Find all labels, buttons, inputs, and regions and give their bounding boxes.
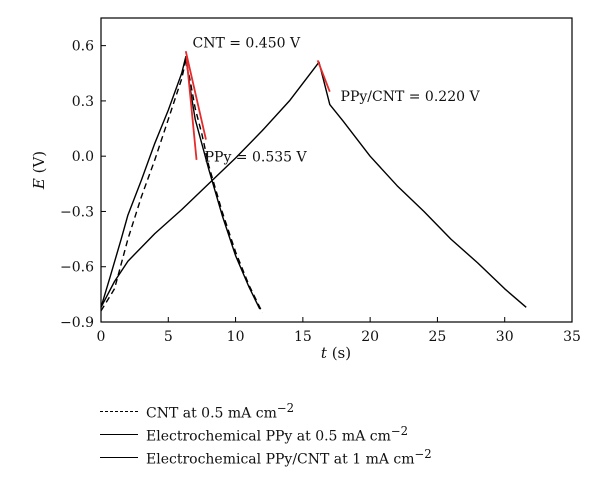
- plot-area: [100, 17, 573, 323]
- legend-swatch-solid: [100, 434, 138, 435]
- x-tick-label: 0: [97, 329, 106, 345]
- annotation-ppy: PPy = 0.535 V: [205, 150, 308, 166]
- legend-swatch-dashed: [100, 411, 138, 412]
- y-tick-label: 0.0: [72, 149, 94, 165]
- y-tick-label: 0.6: [72, 39, 94, 55]
- ir-drop-marker: [184, 50, 207, 140]
- x-tick-label: 25: [429, 329, 447, 345]
- y-tick-label: −0.9: [60, 315, 94, 331]
- x-tick-label: 20: [361, 329, 379, 345]
- x-tick-label: 30: [496, 329, 514, 345]
- x-tick-label: 10: [227, 329, 245, 345]
- y-axis-label: E (V): [30, 151, 48, 190]
- annotation-cnt: CNT = 0.450 V: [193, 35, 301, 51]
- x-axis-label: t (s): [321, 344, 351, 362]
- y-tick-label: −0.3: [60, 204, 94, 220]
- annotations: CNT = 0.450 V PPy = 0.535 V PPy/CNT = 0.22…: [193, 35, 481, 165]
- y-tick-label: 0.3: [72, 94, 94, 110]
- legend-label: Electrochemical PPy/CNT at 1 mA cm−2: [146, 447, 432, 468]
- legend-item-ppy: Electrochemical PPy at 0.5 mA cm−2: [100, 423, 580, 446]
- ir-drop-marker: [316, 60, 331, 93]
- x-tick-label: 35: [563, 329, 581, 345]
- legend-label: Electrochemical PPy at 0.5 mA cm−2: [146, 424, 409, 445]
- annotation-ppycnt: PPy/CNT = 0.220 V: [341, 89, 481, 105]
- x-tick-label: 15: [294, 329, 312, 345]
- y-tick-label: −0.6: [60, 260, 94, 276]
- ir-drop-marker: [185, 56, 198, 160]
- ir-drop-markers: [184, 50, 331, 160]
- legend-item-ppy-cnt: Electrochemical PPy/CNT at 1 mA cm−2: [100, 446, 580, 469]
- series-cnt-line: [100, 59, 264, 314]
- legend-label: CNT at 0.5 mA cm−2: [146, 401, 295, 422]
- series-ppy-line: [100, 56, 261, 310]
- legend-item-cnt: CNT at 0.5 mA cm−2: [100, 400, 580, 423]
- x-tick-label: 5: [164, 329, 173, 345]
- legend: CNT at 0.5 mA cm−2 Electrochemical PPy a…: [100, 400, 580, 469]
- axes: 0 5 10 15 20 25 30 35 −0.9 −0.6 −0.3 0.0 0.3 0.6: [60, 39, 581, 345]
- legend-swatch-solid: [100, 457, 138, 458]
